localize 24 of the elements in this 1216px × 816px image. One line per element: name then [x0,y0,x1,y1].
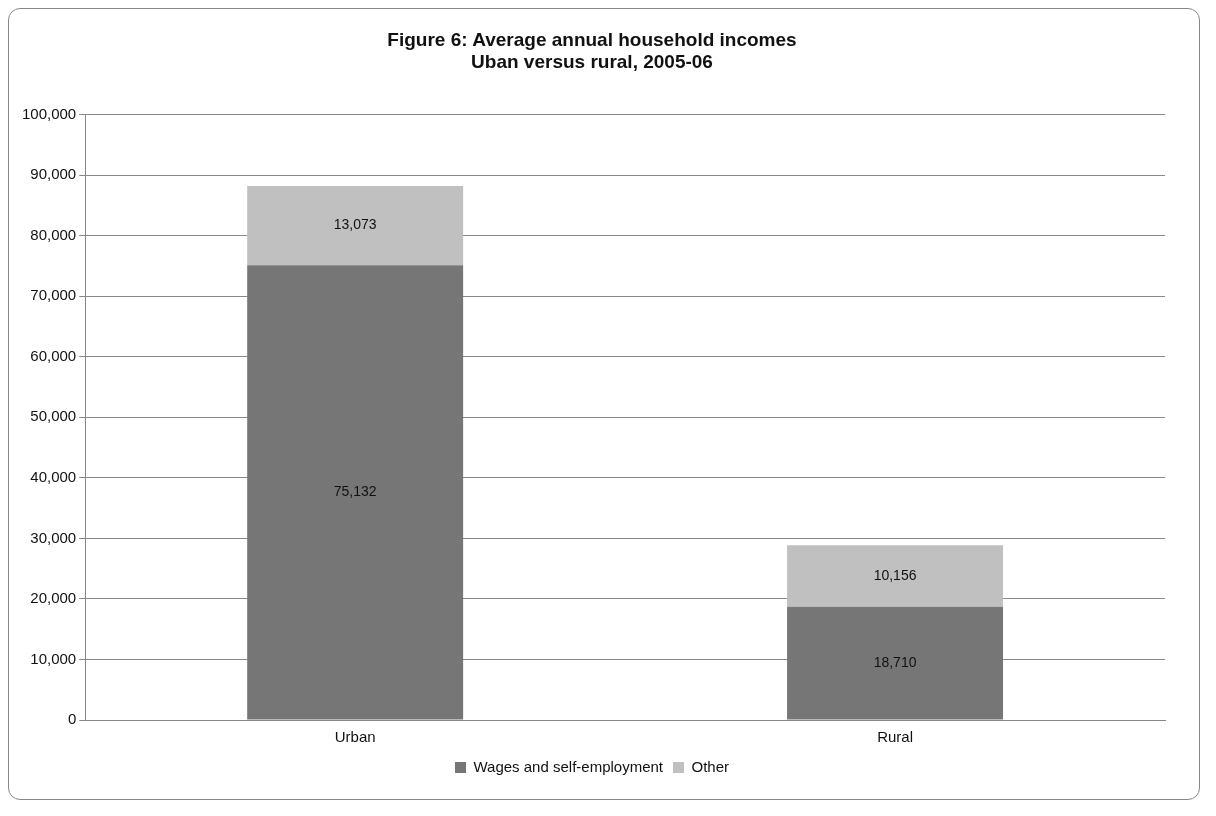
y-tick-label: 90,000 [30,165,77,183]
y-tick-label: 10,000 [30,649,77,667]
y-tick-label: 0 [67,710,77,728]
data-label: 75,132 [333,483,377,500]
legend-label: Wages and self-employment [473,757,664,775]
y-tick-label: 60,000 [30,346,77,364]
y-tick-label: 20,000 [30,589,77,607]
legend-label: Other [691,757,730,775]
chart-title: Figure 6: Average annual household incomes Uban versus rural, 2005-06 [387,28,797,73]
data-label: 18,710 [873,653,917,670]
y-tick-label: 100,000 [21,104,77,122]
data-label: 10,156 [873,566,917,583]
x-tick-label: Urban [334,728,376,746]
y-tick-label: 70,000 [30,286,77,304]
bar [247,265,464,720]
x-tick-label: Rural [877,728,913,746]
bar [787,606,1004,720]
bar [787,545,1004,607]
y-tick-label: 80,000 [30,225,77,243]
y-tick-label: 40,000 [30,467,77,485]
bar [247,186,464,266]
y-tick-label: 50,000 [30,407,77,425]
y-tick-label: 30,000 [30,528,77,546]
data-label: 13,073 [333,216,377,233]
